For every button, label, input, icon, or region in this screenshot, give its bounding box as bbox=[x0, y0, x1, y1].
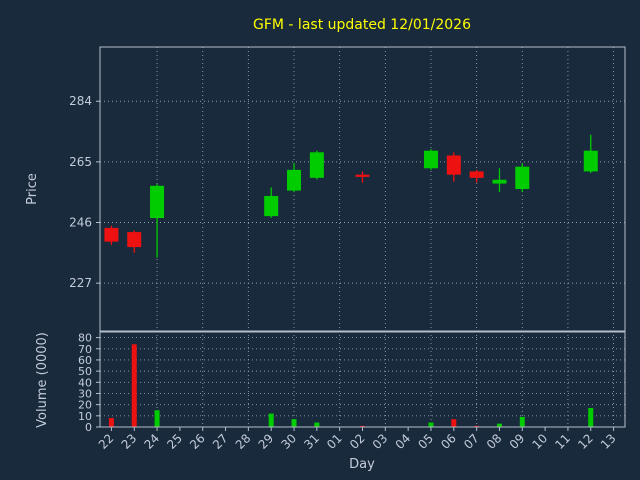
x-tick-label: 13 bbox=[598, 431, 619, 452]
price-axis-label: Price bbox=[25, 173, 40, 205]
candle-body bbox=[446, 155, 461, 175]
volume-tick-label: 80 bbox=[78, 332, 92, 345]
x-tick-label: 08 bbox=[484, 431, 505, 452]
volume-tick-label: 0 bbox=[85, 421, 92, 434]
candle-body bbox=[469, 171, 484, 178]
x-tick-label: 22 bbox=[96, 431, 117, 452]
x-tick-label: 05 bbox=[415, 431, 436, 452]
x-tick-label: 23 bbox=[119, 431, 140, 452]
x-tick-label: 31 bbox=[301, 431, 322, 452]
volume-bar bbox=[588, 408, 594, 427]
x-tick-label: 02 bbox=[347, 431, 368, 452]
candle-body bbox=[264, 196, 279, 217]
candle-body bbox=[104, 227, 119, 242]
candle-body bbox=[423, 150, 438, 169]
volume-tick-label: 50 bbox=[78, 365, 92, 378]
volume-bar bbox=[428, 422, 434, 427]
volume-bar bbox=[496, 423, 502, 427]
x-tick-label: 25 bbox=[164, 431, 185, 452]
x-axis-label: Day bbox=[349, 457, 375, 472]
candle-body bbox=[150, 185, 165, 219]
volume-bar bbox=[154, 410, 160, 427]
x-tick-label: 04 bbox=[393, 431, 414, 452]
volume-bar bbox=[268, 413, 274, 427]
x-tick-label: 29 bbox=[256, 431, 277, 452]
volume-bar bbox=[108, 418, 114, 427]
volume-tick-label: 40 bbox=[78, 376, 92, 389]
x-tick-label: 28 bbox=[233, 431, 254, 452]
x-tick-label: 24 bbox=[141, 431, 162, 452]
candle-body bbox=[127, 232, 142, 248]
volume-bar bbox=[314, 422, 320, 427]
x-tick-label: 30 bbox=[278, 431, 299, 452]
price-panel-border bbox=[99, 46, 626, 332]
volume-axis-label: Volume (0000) bbox=[35, 332, 50, 428]
x-tick-label: 03 bbox=[370, 431, 391, 452]
x-tick-label: 10 bbox=[530, 431, 551, 452]
volume-tick-label: 70 bbox=[78, 343, 92, 356]
candle-body bbox=[583, 150, 598, 172]
x-tick-label: 27 bbox=[210, 431, 231, 452]
candle-body bbox=[515, 166, 530, 189]
x-tick-label: 01 bbox=[324, 431, 345, 452]
price-tick-label: 284 bbox=[69, 94, 92, 108]
volume-panel-border bbox=[99, 331, 626, 428]
candles-layer bbox=[104, 134, 598, 258]
volume-bar bbox=[291, 419, 297, 427]
volume-tick-label: 10 bbox=[78, 410, 92, 423]
x-tick-label: 26 bbox=[187, 431, 208, 452]
volume-layer bbox=[108, 344, 594, 427]
volume-bar bbox=[474, 425, 480, 427]
x-tick-label: 11 bbox=[552, 431, 573, 452]
candle-body bbox=[355, 174, 370, 177]
price-tick-label: 265 bbox=[69, 155, 92, 169]
chart-title: GFM - last updated 12/01/2026 bbox=[253, 17, 471, 33]
volume-bar bbox=[519, 416, 525, 427]
x-tick-label: 12 bbox=[575, 431, 596, 452]
grid-layer bbox=[100, 47, 625, 428]
volume-bar bbox=[131, 344, 137, 427]
price-tick-label: 227 bbox=[69, 276, 92, 290]
volume-tick-label: 30 bbox=[78, 387, 92, 400]
x-tick-label: 09 bbox=[507, 431, 528, 452]
x-tick-label: 06 bbox=[438, 431, 459, 452]
volume-bar bbox=[360, 425, 365, 427]
volume-tick-label: 60 bbox=[78, 354, 92, 367]
candle-body bbox=[309, 152, 324, 178]
x-tick-label: 07 bbox=[461, 431, 482, 452]
volume-tick-label: 20 bbox=[78, 399, 92, 412]
candle-body bbox=[287, 169, 302, 191]
price-tick-label: 246 bbox=[69, 216, 92, 230]
volume-bar bbox=[451, 419, 457, 427]
candle-body bbox=[492, 179, 507, 184]
